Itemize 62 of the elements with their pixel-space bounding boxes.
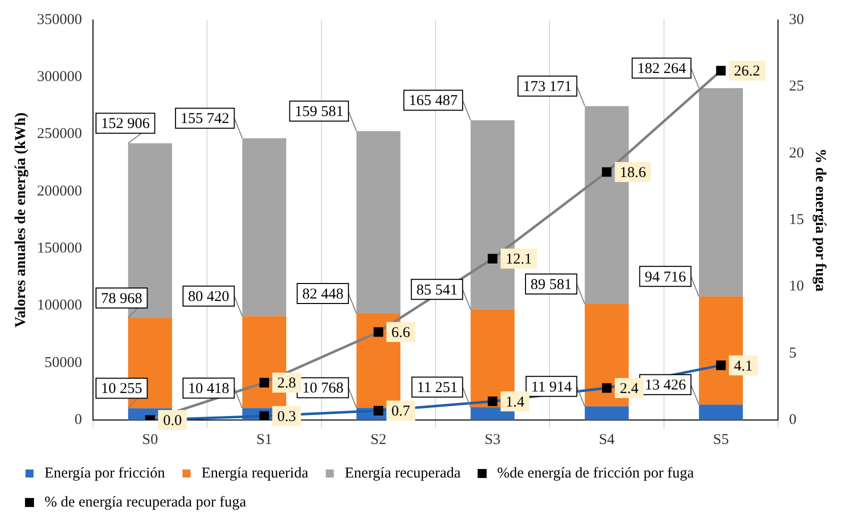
data-label: 1.4 (506, 394, 525, 410)
y-tick-label: 250000 (37, 126, 82, 142)
data-label: 165 487 (408, 93, 458, 110)
legend-label: Energía por fricción (44, 465, 166, 482)
y-tick-label: 300000 (37, 69, 82, 86)
data-label: 11 914 (531, 379, 572, 396)
data-label: 94 716 (644, 269, 686, 286)
y2-tick-label: 10 (789, 278, 804, 295)
data-label: 10 768 (302, 380, 344, 397)
data-label: 78 968 (101, 290, 142, 307)
bar (698, 404, 743, 420)
data-label: 18.6 (620, 164, 646, 181)
bar (584, 406, 629, 420)
data-label: 4.1 (734, 358, 753, 374)
legend-label: %de energía de fricción por fuga (497, 465, 694, 482)
legend-label: Energía recuperada (344, 465, 461, 482)
y2-tick-label: 0 (789, 412, 796, 428)
y2-tick-label: 15 (789, 212, 804, 228)
y2-tick-label: 5 (789, 345, 796, 362)
x-tick-label: S3 (484, 432, 501, 448)
data-label: 0.7 (391, 404, 411, 420)
bar (242, 138, 286, 316)
data-label: 11 251 (416, 380, 458, 396)
bar (356, 131, 400, 314)
y2-tick-label: 30 (789, 12, 804, 28)
data-label: 10 255 (101, 381, 142, 398)
data-label: 89 581 (530, 276, 572, 293)
data-label: 82 448 (302, 286, 344, 302)
y-tick-label: 50000 (44, 354, 82, 371)
y2-tick-label: 20 (789, 145, 804, 162)
y-tick-label: 150000 (37, 240, 82, 257)
data-label: 159 581 (294, 104, 344, 120)
data-label: 173 171 (523, 79, 572, 96)
y-tick-label: 100000 (37, 298, 82, 314)
data-label: 152 906 (101, 116, 150, 132)
y-axis-title: Valores anuales de energía (kWh) (12, 112, 29, 328)
y2-tick-label: 25 (789, 78, 804, 95)
data-label: 13 426 (644, 378, 686, 394)
data-label: 2.8 (277, 376, 296, 392)
data-label: 0.3 (277, 408, 296, 425)
data-label: 80 420 (188, 289, 230, 306)
x-tick-label: S5 (712, 432, 729, 448)
y2-axis-title: % de energía por fuga (812, 148, 828, 292)
data-label: 6.6 (391, 324, 411, 341)
x-tick-label: S2 (370, 432, 386, 448)
data-label: 10 418 (188, 381, 230, 398)
legend-label: % de energía recuperada por fuga (44, 494, 247, 510)
x-tick-label: S1 (256, 432, 272, 448)
y-tick-label: 0 (74, 412, 82, 428)
x-tick-label: S0 (142, 432, 158, 448)
legend-label: Energía requerida (202, 465, 309, 482)
data-label: 12.1 (506, 252, 532, 268)
x-tick-label: S4 (598, 432, 616, 448)
y-tick-label: 350000 (37, 12, 82, 28)
y-tick-label: 200000 (37, 183, 82, 200)
bar (698, 88, 743, 296)
data-label: 155 742 (180, 111, 230, 128)
data-label: 26.2 (734, 64, 760, 80)
data-label: 182 264 (637, 61, 686, 78)
data-label: 85 541 (416, 282, 458, 298)
data-label: 0.0 (163, 412, 182, 429)
data-label: 2.4 (620, 380, 639, 397)
